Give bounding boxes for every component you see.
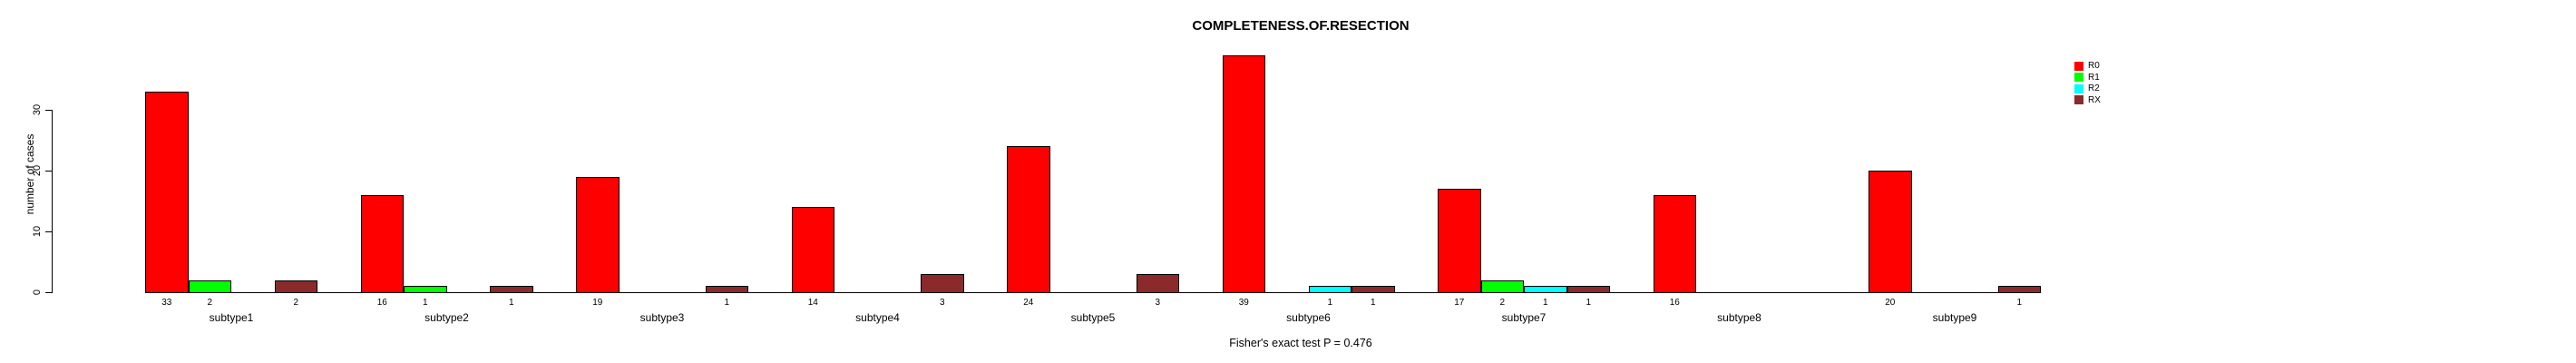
bar-R0-subtype8 [1653, 195, 1696, 293]
bar-RX-subtype6 [1351, 286, 1395, 293]
bar-value-label: 2 [207, 298, 213, 308]
x-category-label-subtype7: subtype7 [1501, 311, 1547, 324]
bar-R0-subtype2 [360, 195, 404, 293]
x-category-label-subtype5: subtype5 [1070, 311, 1116, 324]
bar-value-label: 19 [592, 298, 603, 308]
bar-RX-subtype1 [274, 280, 317, 293]
legend-swatch-R1 [2074, 73, 2083, 82]
bar-R0-subtype5 [1007, 146, 1050, 293]
y-tick [45, 292, 52, 294]
bar-value-label: 1 [1327, 298, 1333, 308]
bar-value-label: 3 [1155, 298, 1161, 308]
bar-R1-subtype1 [188, 280, 231, 293]
bar-value-label: 24 [1023, 298, 1034, 308]
x-baseline [145, 292, 2041, 294]
bar-value-label: 1 [2016, 298, 2023, 308]
bar-R1-subtype2 [404, 286, 447, 293]
y-axis-line [52, 110, 54, 293]
y-tick-label: 0 [32, 289, 43, 296]
bar-value-label: 20 [1885, 298, 1896, 308]
x-category-label-subtype4: subtype4 [855, 311, 900, 324]
bar-value-label: 1 [724, 298, 730, 308]
x-category-label-subtype6: subtype6 [1286, 311, 1331, 324]
bar-R0-subtype3 [576, 177, 620, 293]
legend-label-R2: R2 [2088, 83, 2100, 93]
bar-value-label: 33 [161, 298, 172, 308]
legend-label-R0: R0 [2088, 61, 2100, 71]
legend-swatch-R2 [2074, 83, 2083, 93]
bar-value-label: 1 [1370, 298, 1376, 308]
bar-R0-subtype9 [1869, 171, 1912, 293]
y-tick [45, 231, 52, 233]
bar-R0-subtype6 [1222, 55, 1265, 293]
x-category-label-subtype2: subtype2 [424, 311, 469, 324]
bar-RX-subtype7 [1566, 286, 1610, 293]
bar-value-label: 14 [807, 298, 818, 308]
bar-value-label: 17 [1454, 298, 1465, 308]
bar-RX-subtype5 [1136, 274, 1179, 293]
bar-R0-subtype1 [145, 92, 189, 293]
legend-item-R1: R1 [2074, 73, 2100, 83]
x-category-label-subtype8: subtype8 [1717, 311, 1761, 324]
bar-value-label: 2 [1499, 298, 1506, 308]
bar-value-label: 1 [422, 298, 428, 308]
chart-subtitle: Fisher's exact test P = 0.476 [1229, 337, 1372, 349]
legend-item-R2: R2 [2074, 83, 2100, 93]
y-tick [45, 171, 52, 172]
legend-swatch-R0 [2074, 61, 2083, 71]
bar-R2-subtype6 [1308, 286, 1351, 293]
bar-value-label: 1 [1542, 298, 1548, 308]
bar-R0-subtype4 [791, 207, 834, 293]
legend-label-RX: RX [2088, 94, 2101, 105]
y-tick [45, 110, 52, 112]
y-tick-label: 30 [32, 103, 43, 116]
legend-swatch-RX [2074, 95, 2083, 104]
bar-value-label: 16 [376, 298, 387, 308]
bar-RX-subtype2 [490, 286, 533, 293]
bar-value-label: 1 [508, 298, 514, 308]
bar-R1-subtype7 [1480, 280, 1524, 293]
bar-RX-subtype9 [1997, 286, 2041, 293]
bar-R0-subtype7 [1438, 189, 1481, 293]
legend-item-RX: RX [2074, 95, 2101, 105]
y-tick-label: 10 [32, 225, 43, 238]
chart-title: COMPLETENESS.OF.RESECTION [1192, 18, 1410, 34]
bar-RX-subtype3 [705, 286, 748, 293]
bar-value-label: 16 [1669, 298, 1680, 308]
bar-value-label: 3 [939, 298, 945, 308]
x-category-label-subtype3: subtype3 [639, 311, 685, 324]
bar-value-label: 39 [1238, 298, 1249, 308]
y-tick-label: 20 [32, 164, 43, 177]
bar-value-label: 1 [1586, 298, 1592, 308]
bar-RX-subtype4 [921, 274, 964, 293]
legend-label-R1: R1 [2088, 72, 2100, 83]
legend-item-R0: R0 [2074, 61, 2100, 71]
bar-R2-subtype7 [1524, 286, 1567, 293]
x-category-label-subtype9: subtype9 [1932, 311, 1977, 324]
x-category-label-subtype1: subtype1 [209, 311, 254, 324]
bar-value-label: 2 [293, 298, 299, 308]
